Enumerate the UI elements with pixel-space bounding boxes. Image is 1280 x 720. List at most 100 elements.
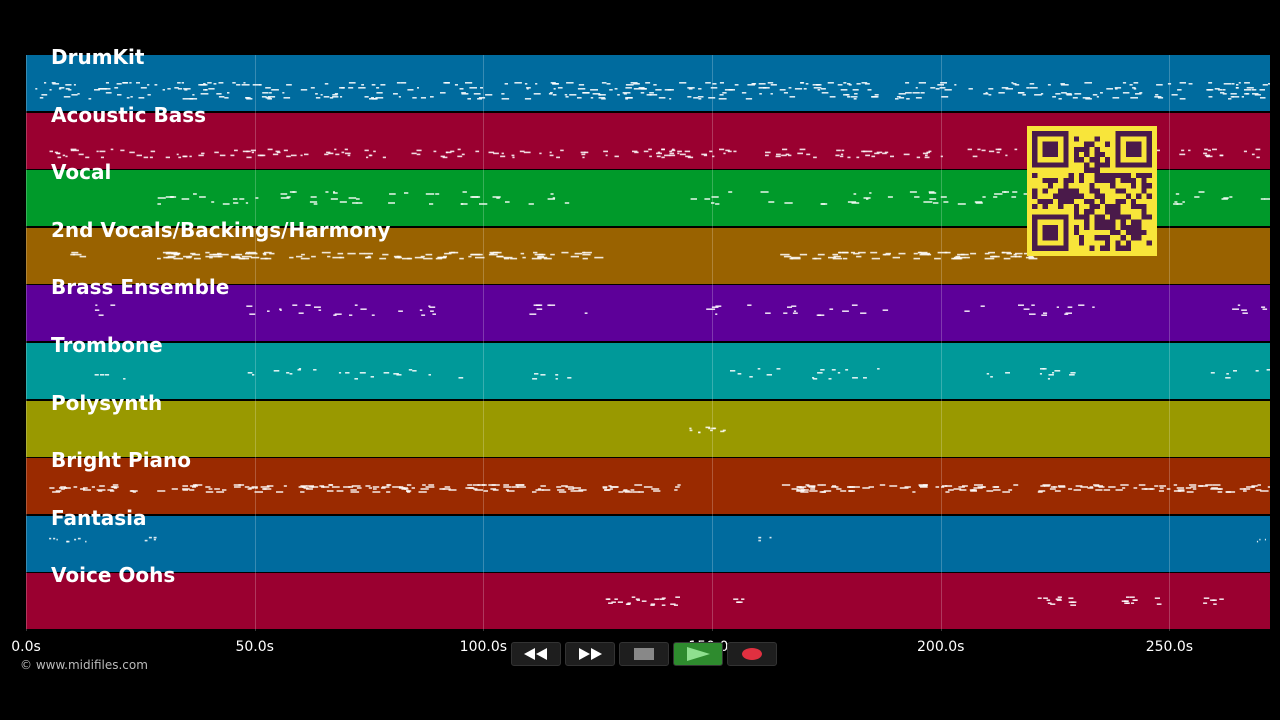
note [130,490,138,492]
note [1013,484,1019,486]
note [656,155,661,158]
note [1014,148,1018,151]
note [1012,191,1018,193]
note [233,202,239,204]
stop-button[interactable] [619,642,669,666]
qr-module [1146,240,1152,246]
note [1011,82,1014,84]
gridline [254,55,256,631]
note [217,252,222,255]
note [1204,148,1208,151]
note [882,309,889,311]
note [283,149,288,152]
note [310,196,317,198]
note [469,87,477,89]
note [1126,596,1130,598]
record-button[interactable] [727,642,777,666]
note [788,154,792,157]
note [709,150,713,153]
note [630,82,638,84]
note [780,253,790,256]
note [1232,96,1240,98]
note [549,154,554,157]
note [267,96,276,98]
note [793,310,797,312]
note [298,368,302,370]
rewind-button[interactable] [511,642,561,666]
note [324,153,329,156]
note [496,197,500,199]
note [1037,597,1042,599]
note [333,192,338,194]
note [203,83,206,85]
note [909,191,917,193]
qr-module [1110,230,1116,236]
note [519,150,525,153]
note [489,251,499,254]
note [1212,148,1217,151]
note [442,488,451,490]
note [1255,148,1261,151]
qr-module [1120,172,1126,178]
qr-module [1053,162,1059,168]
note [480,87,483,89]
qr-module [1063,152,1069,158]
note [550,253,555,256]
qr-module [1094,178,1100,184]
note [472,484,480,486]
note [1154,96,1160,98]
note [113,487,118,489]
note [504,257,510,260]
note [944,89,952,91]
note [300,257,310,260]
note [649,94,658,96]
note [1135,93,1142,95]
note [725,149,730,152]
note [368,487,372,489]
note [1014,84,1020,86]
note [327,255,331,258]
note [382,156,386,159]
note [784,202,793,204]
note [1089,486,1094,488]
note [953,488,962,490]
note [1206,155,1209,158]
note [1001,251,1005,254]
qr-module [1073,193,1079,199]
note [1069,374,1075,376]
note [400,82,407,84]
note [35,88,38,90]
note [783,312,788,314]
note [829,308,834,310]
fast-forward-button[interactable] [565,642,615,666]
note [411,487,415,489]
note [402,257,411,260]
qr-module [1099,245,1105,251]
note [1217,491,1223,493]
note [669,154,676,157]
qr-module [1079,172,1085,178]
note [852,377,858,379]
note [350,489,357,491]
note [712,83,717,85]
note [980,305,985,307]
note [198,154,204,157]
note [70,148,77,151]
note [818,314,825,316]
note [689,427,692,430]
note [823,490,832,492]
note [192,486,197,488]
note [123,82,129,84]
note [512,156,515,159]
note [675,486,680,488]
note [366,156,369,159]
note [94,309,100,311]
qr-module [1120,162,1126,168]
note [98,314,104,316]
note [251,486,258,488]
note [1185,487,1192,489]
piano-roll-timeline[interactable]: DrumKit Acoustic Bass Vocal 2nd Vocals/Back… [26,45,1270,631]
note [54,151,58,154]
play-button[interactable] [673,642,723,666]
note [425,193,435,195]
